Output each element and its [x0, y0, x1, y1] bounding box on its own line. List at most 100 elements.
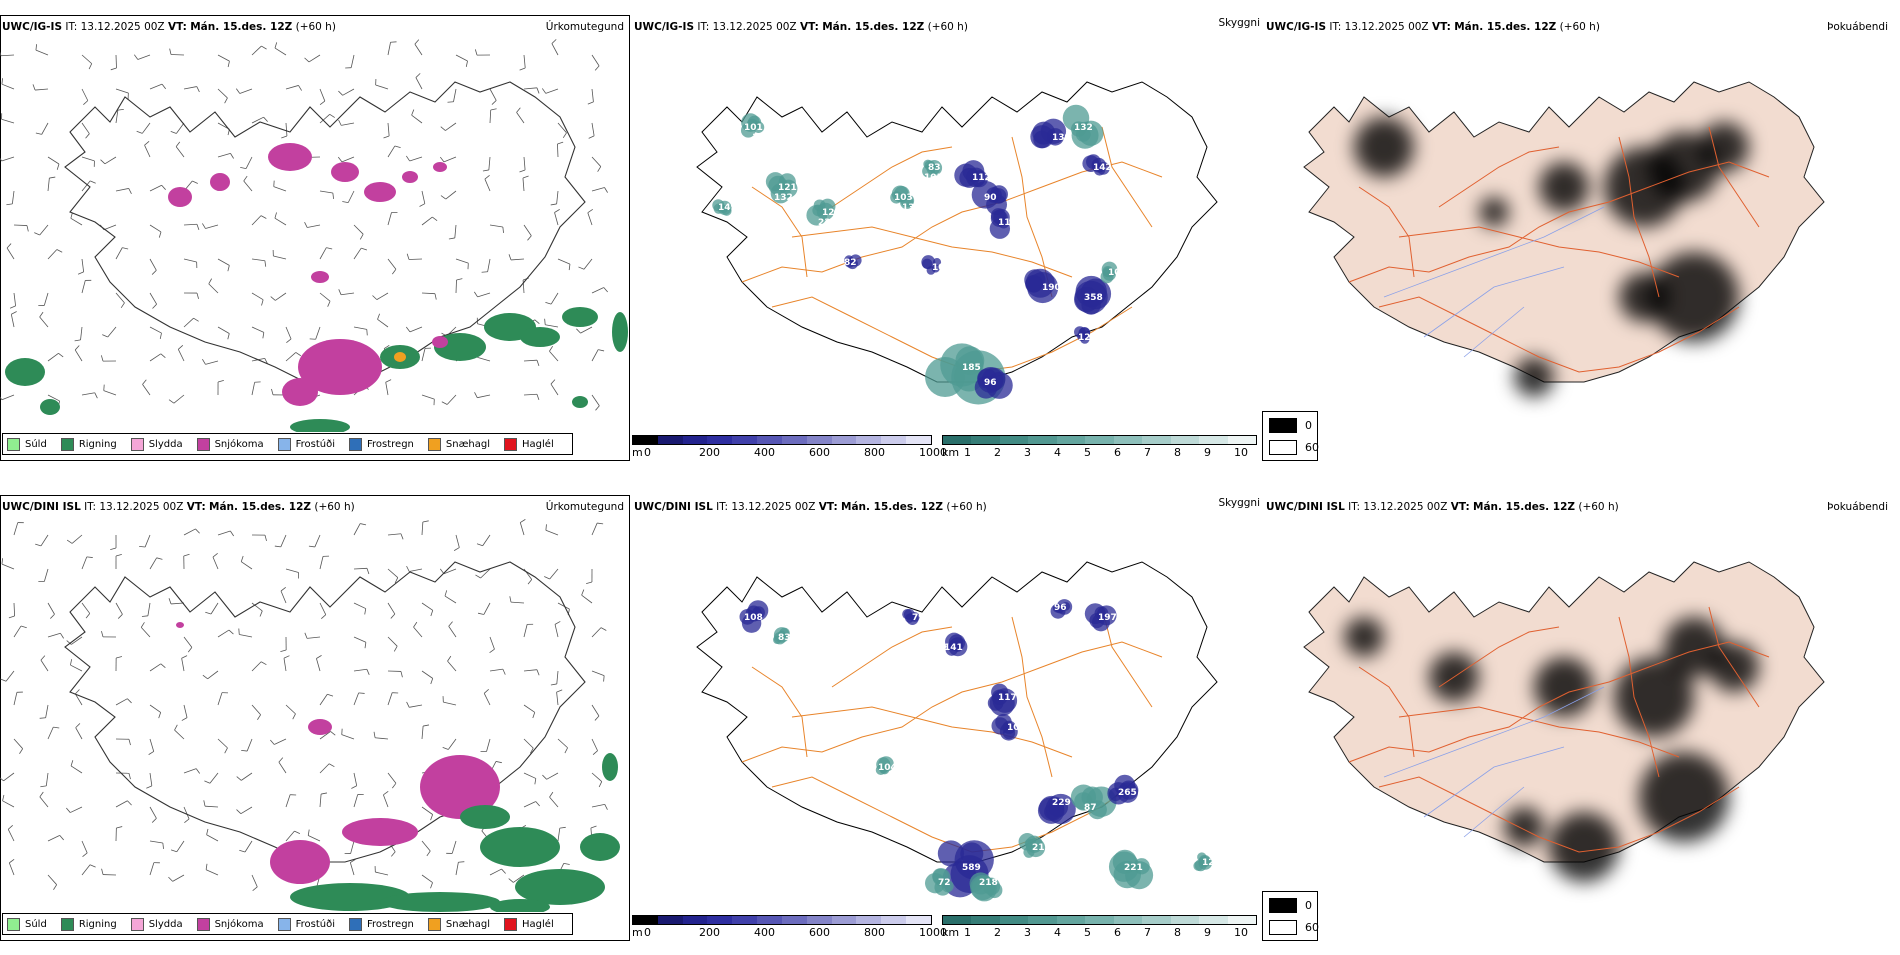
precip-legend-label: Haglél — [522, 439, 554, 450]
wind-barb-icon — [375, 866, 388, 875]
wind-barb-icon — [237, 773, 252, 780]
wind-barb-icon — [546, 524, 558, 535]
precip-legend-swatch — [278, 918, 291, 931]
visibility-value-label: 83 — [928, 163, 941, 173]
lead-time: (+60 h) — [296, 21, 336, 33]
wind-barb-icon — [310, 327, 320, 339]
wind-barb-icon — [555, 209, 560, 225]
wind-barb-icon — [252, 216, 266, 225]
lead-time: (+60 h) — [1560, 21, 1600, 33]
precip-area — [40, 399, 60, 415]
wind-barb-icon — [456, 259, 468, 269]
wind-barb-icon — [443, 696, 456, 705]
wind-barb-icon — [286, 569, 299, 578]
fog-area — [1534, 657, 1594, 717]
wind-barb-icon — [412, 110, 422, 123]
wind-barb-icon — [592, 187, 608, 192]
vt-label: VT: — [168, 21, 187, 33]
visibility-value-label: 108 — [1108, 268, 1127, 278]
wind-barb-icon — [82, 603, 90, 618]
wind-barb-icon — [252, 327, 264, 338]
precip-legend-item: Snæhagl — [428, 918, 490, 931]
wind-barb-icon — [241, 739, 252, 751]
wind-barb-icon — [184, 224, 199, 230]
wind-barb-icon — [388, 212, 397, 225]
wind-barb-icon — [320, 248, 332, 259]
wind-barb-icon — [244, 176, 252, 191]
precip-area — [480, 827, 560, 867]
wind-barb-icon — [474, 292, 490, 297]
precip-legend-swatch — [428, 918, 441, 931]
precip-legend-item: Rigning — [61, 918, 117, 931]
precip-map — [0, 37, 628, 432]
wind-barb-icon — [218, 55, 229, 67]
fog-map — [1264, 37, 1894, 432]
wind-barb-icon — [490, 89, 496, 105]
fog-area — [1504, 807, 1544, 847]
wind-barb-icon — [578, 259, 592, 269]
wind-barb-icon — [388, 569, 398, 583]
fog-area — [1699, 122, 1749, 172]
model-name: UWC/DINI ISL — [634, 501, 713, 513]
wind-barb-icon — [202, 359, 218, 364]
panel-header: UWC/DINI ISL IT: 13.12.2025 00Z VT: Mán.… — [2, 501, 355, 513]
wind-barb-icon — [422, 875, 433, 888]
wind-barb-icon — [184, 637, 192, 652]
precip-legend-label: Súld — [25, 439, 47, 450]
wind-barb-icon — [422, 671, 433, 684]
wind-barb-icon — [116, 656, 122, 671]
wind-barb-icon — [218, 380, 224, 395]
wind-barb-icon — [557, 690, 563, 705]
wind-barb-icon — [422, 521, 429, 535]
wind-barb-icon — [576, 327, 592, 333]
wind-barb-icon — [592, 523, 603, 535]
precip-area — [168, 187, 192, 207]
wind-barb-icon — [586, 569, 592, 584]
visibility-value-label: 139 — [1052, 133, 1071, 143]
wind-barb-icon — [445, 590, 456, 603]
precip-legend-item: Rigning — [61, 438, 117, 451]
wind-barb-icon — [14, 739, 23, 754]
visibility-title: Skyggni — [1219, 17, 1261, 29]
colorbar-swatch — [1199, 916, 1227, 924]
wind-barb-icon — [116, 699, 132, 705]
wind-barb-icon — [252, 46, 267, 55]
wind-barb-icon — [209, 279, 218, 293]
wind-barb-icon — [388, 637, 397, 651]
wind-barb-icon — [150, 327, 162, 339]
wind-barb-icon — [449, 622, 456, 637]
wind-barb-icon — [82, 557, 93, 569]
wind-barb-icon — [14, 626, 27, 637]
wind-barb-icon — [78, 259, 84, 274]
wind-barb-icon — [592, 287, 608, 293]
visibility-value-label: 82 — [844, 258, 857, 268]
visibility-value-label: 141 — [944, 643, 963, 653]
wind-barb-icon — [218, 153, 234, 158]
wind-barb-icon — [270, 739, 286, 745]
wind-barb-icon — [178, 345, 184, 361]
wind-barb-icon — [71, 760, 82, 773]
vt-value: Mán. 15.des. 12Z — [841, 501, 943, 513]
visibility-value-label: 101 — [744, 123, 763, 133]
precip-legend-item: Slydda — [131, 438, 183, 451]
colorbar-swatch — [1000, 436, 1028, 444]
precip-legend-item: Frostúði — [278, 438, 335, 451]
wind-barb-icon — [475, 392, 490, 397]
wind-barb-icon — [141, 622, 150, 637]
visibility-value-label: 229 — [1052, 798, 1071, 808]
wind-barb-icon — [524, 801, 540, 807]
wind-barb-icon — [75, 346, 82, 361]
colorbar-swatch — [782, 916, 807, 924]
wind-barb-icon — [407, 702, 422, 707]
fog-title: Þokuábendi — [1827, 21, 1888, 33]
precip-legend-swatch — [197, 918, 210, 931]
wind-barb-icon — [483, 157, 490, 171]
wind-barb-icon — [134, 55, 150, 60]
colorbar-km-tick: 9 — [1204, 446, 1211, 459]
precip-legend-item: Haglél — [504, 438, 554, 451]
precip-legend-item: Snjókoma — [197, 438, 264, 451]
wind-barb-icon — [545, 293, 558, 304]
panel-header: UWC/IG-IS IT: 13.12.2025 00Z VT: Mán. 15… — [2, 21, 336, 33]
wind-barb-icon — [446, 841, 456, 853]
